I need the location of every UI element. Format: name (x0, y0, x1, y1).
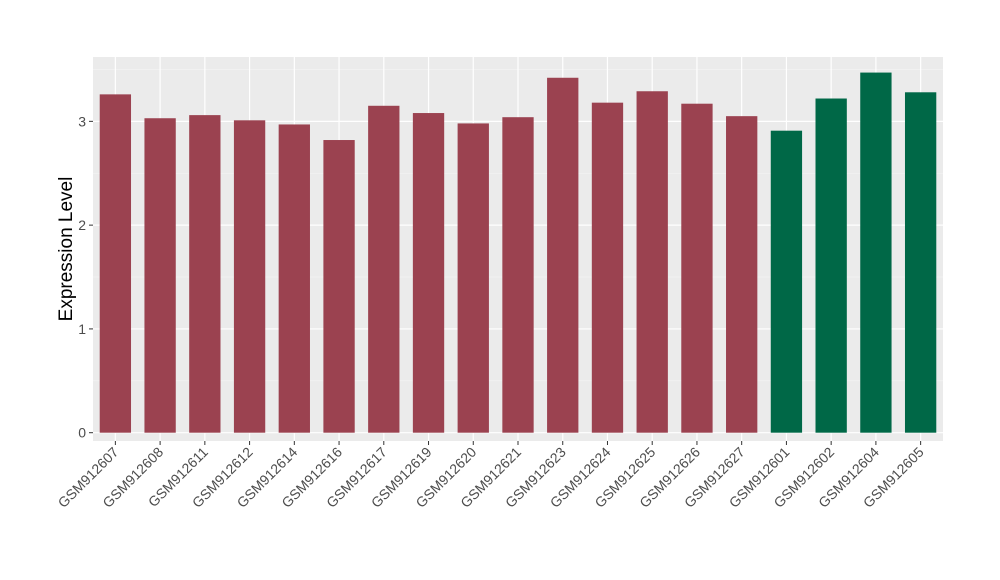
y-tick-label: 2 (78, 217, 86, 233)
bar-GSM912624 (591, 102, 624, 433)
bar-GSM912627 (726, 116, 758, 433)
y-axis-title: Expression Level (56, 177, 77, 322)
bar-GSM912626 (681, 103, 713, 433)
y-tick-label: 3 (78, 113, 86, 129)
y-axis: 0 1 2 3 (78, 113, 93, 441)
bar-GSM912601 (770, 130, 803, 433)
y-tick-label: 0 (78, 425, 86, 441)
bar-GSM912612 (233, 120, 266, 433)
bar-GSM912623 (547, 77, 579, 433)
x-axis: GSM912607GSM912608GSM912611GSM912612GSM9… (55, 441, 927, 511)
bar-GSM912608 (144, 118, 176, 433)
bar-GSM912620 (457, 123, 489, 433)
bars (99, 72, 937, 433)
bar-GSM912621 (502, 117, 534, 433)
bar-GSM912602 (815, 98, 847, 433)
y-tick-label: 1 (78, 321, 86, 337)
bar-GSM912604 (860, 72, 892, 433)
bar-GSM912614 (278, 124, 310, 433)
bar-GSM912607 (99, 94, 132, 433)
bar-GSM912616 (323, 140, 355, 433)
bar-GSM912611 (189, 115, 221, 433)
bar-GSM912625 (636, 91, 668, 433)
bar-GSM912619 (412, 113, 445, 433)
bar-GSM912605 (904, 92, 937, 433)
bar-GSM912617 (368, 105, 400, 433)
